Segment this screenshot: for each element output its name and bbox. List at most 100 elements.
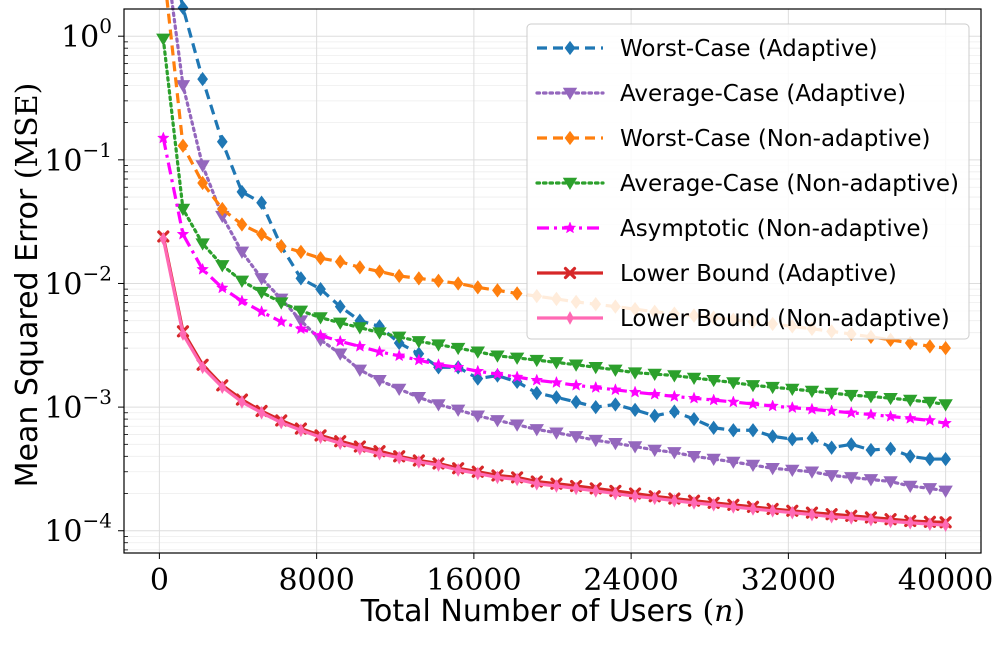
data-point <box>256 195 267 210</box>
data-point <box>474 466 482 481</box>
data-point <box>197 71 208 87</box>
legend-entry: Worst-Case (Adaptive) <box>537 36 878 62</box>
data-point <box>216 134 228 149</box>
data-point <box>216 201 228 217</box>
y-tick-label: 10−3 <box>44 385 112 426</box>
data-point <box>788 505 797 520</box>
data-point <box>175 203 191 217</box>
data-point <box>275 239 287 254</box>
data-point <box>334 299 346 314</box>
data-point <box>903 480 918 493</box>
data-point <box>254 273 269 286</box>
data-point <box>825 404 838 417</box>
data-point <box>352 322 368 335</box>
data-point <box>667 370 682 383</box>
data-point <box>531 385 543 401</box>
data-point <box>334 254 346 269</box>
legend-marker <box>566 311 574 325</box>
data-point <box>551 390 562 405</box>
data-point <box>156 33 171 46</box>
data-point <box>450 342 466 356</box>
data-point <box>354 260 366 275</box>
legend: Worst-Case (Adaptive) Average-Case (Adapt… <box>526 23 970 340</box>
data-point <box>765 463 780 476</box>
data-point <box>903 411 917 424</box>
legend-marker <box>564 40 576 56</box>
legend-entry: Average-Case (Adaptive) <box>535 81 906 107</box>
data-point <box>315 251 326 266</box>
data-point <box>628 385 642 398</box>
data-point <box>373 345 386 358</box>
data-point <box>433 273 444 289</box>
x-tick-label: 24000 <box>583 563 678 598</box>
data-point <box>392 349 406 362</box>
legend-label: Average-Case (Adaptive) <box>620 81 906 107</box>
data-point <box>883 392 898 406</box>
data-point <box>549 357 564 370</box>
data-point <box>867 512 875 527</box>
data-point <box>844 389 859 403</box>
legend-marker <box>563 221 577 234</box>
data-point <box>709 498 718 512</box>
data-point <box>175 80 191 93</box>
data-point <box>686 372 702 385</box>
data-point <box>513 472 521 487</box>
data-point <box>454 463 462 477</box>
data-point <box>336 436 344 451</box>
legend-label: Asymptotic (Non-adaptive) <box>620 216 929 242</box>
data-point <box>627 441 643 454</box>
data-point <box>411 392 427 405</box>
data-point <box>670 493 679 508</box>
data-point <box>924 339 936 354</box>
data-point <box>687 391 701 404</box>
data-point <box>768 503 777 518</box>
legend-marker <box>563 266 577 280</box>
data-point <box>926 517 934 532</box>
y-tick-label: 10−1 <box>44 138 112 179</box>
data-point <box>333 348 348 361</box>
data-point <box>686 451 702 464</box>
data-point <box>826 440 837 455</box>
data-point <box>511 286 523 301</box>
data-point <box>883 476 898 489</box>
data-point <box>590 399 602 415</box>
x-tick-label: 16000 <box>426 563 521 598</box>
data-point <box>434 458 443 472</box>
data-point <box>765 381 780 395</box>
data-point <box>529 424 544 437</box>
data-point <box>804 466 820 479</box>
data-point <box>668 404 680 419</box>
data-point <box>177 0 189 15</box>
data-point <box>903 394 918 408</box>
data-point <box>295 244 307 260</box>
data-point <box>196 262 209 275</box>
data-point <box>470 346 486 359</box>
data-point <box>432 358 445 371</box>
legend-marker <box>562 87 578 100</box>
data-point <box>451 360 465 373</box>
x-tick-label: 32000 <box>741 563 836 598</box>
y-axis-label: Mean Squared Error (MSE) <box>10 83 45 488</box>
data-point <box>766 399 780 412</box>
data-point <box>177 138 189 153</box>
series-2 <box>170 0 953 498</box>
data-point <box>395 450 403 465</box>
data-point <box>257 405 266 420</box>
x-tick-label: 8000 <box>278 563 354 598</box>
data-point <box>727 423 739 438</box>
data-point <box>509 419 525 432</box>
data-point <box>215 260 230 273</box>
data-point <box>629 402 641 418</box>
plot-frame <box>123 8 982 554</box>
data-point <box>668 389 681 402</box>
data-point <box>471 364 485 377</box>
data-point <box>939 416 952 429</box>
data-point <box>549 427 564 440</box>
data-point <box>179 327 187 341</box>
data-point <box>767 429 779 444</box>
x-tick-label: 0 <box>150 563 169 598</box>
data-point <box>333 334 347 347</box>
data-point <box>609 383 622 396</box>
legend-label: Average-Case (Non-adaptive) <box>620 171 959 197</box>
data-point <box>608 437 623 451</box>
